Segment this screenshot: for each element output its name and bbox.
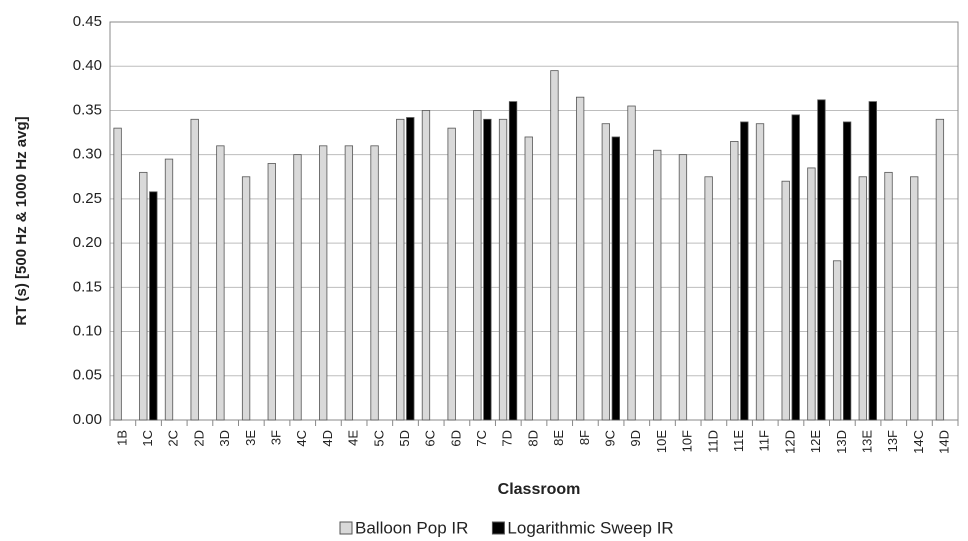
plot-border — [109, 21, 959, 421]
bar — [293, 154, 302, 421]
bar — [611, 136, 620, 421]
x-tick-label: 3D — [217, 430, 232, 447]
bar — [447, 127, 456, 421]
x-tick-label: 11E — [731, 430, 746, 452]
legend-swatch — [491, 521, 505, 535]
x-tick-label: 3F — [268, 430, 283, 445]
x-tick-label: 6C — [423, 430, 438, 447]
y-tick-label: 0.00 — [73, 411, 102, 428]
legend-label: Logarithmic Sweep IR — [507, 518, 673, 537]
x-tick-label: 2D — [191, 430, 206, 447]
legend-swatch — [339, 521, 353, 535]
bar — [139, 171, 148, 421]
x-tick-label: 1B — [114, 430, 129, 446]
x-tick-label: 9D — [628, 430, 643, 447]
bar — [910, 176, 919, 421]
bar — [550, 70, 559, 421]
y-axis-title: RT (s) [500 Hz & 1000 Hz avg] — [13, 116, 30, 325]
bar — [704, 176, 713, 421]
bar — [791, 114, 800, 421]
bar — [781, 180, 790, 421]
bar — [678, 154, 688, 421]
x-tick-label: 4D — [320, 430, 335, 447]
x-tick-label: 11F — [757, 430, 772, 451]
bar — [190, 118, 199, 421]
y-tick-label: 0.25 — [73, 190, 102, 207]
bar — [473, 110, 482, 421]
bar — [575, 96, 585, 421]
bar — [817, 99, 826, 421]
bar — [508, 101, 518, 421]
x-tick-label: 7C — [474, 430, 489, 447]
bar — [524, 136, 533, 421]
x-tick-label: 4C — [294, 430, 309, 447]
x-tick-label: 5C — [371, 430, 386, 447]
bar — [935, 118, 945, 421]
bar — [421, 110, 431, 421]
x-tick-label: 14C — [911, 430, 926, 454]
bar — [406, 117, 415, 421]
x-tick-label: 6D — [448, 430, 463, 447]
x-tick-label: 5D — [397, 430, 412, 447]
bar — [319, 145, 328, 421]
bar — [396, 118, 405, 421]
bar — [740, 121, 749, 421]
y-tick-label: 0.15 — [73, 278, 102, 295]
bar — [868, 101, 877, 421]
bar — [858, 176, 867, 421]
x-tick-label: 9C — [603, 430, 618, 447]
legend-label: Balloon Pop IR — [355, 518, 468, 537]
bar — [832, 260, 842, 421]
bar — [730, 140, 739, 421]
bar — [216, 145, 225, 421]
bar — [267, 163, 276, 421]
x-tick-label: 8F — [577, 430, 592, 445]
bar — [653, 149, 662, 421]
x-tick-label: 14D — [937, 430, 952, 454]
bar — [483, 118, 492, 421]
y-tick-label: 0.20 — [73, 234, 102, 251]
x-tick-label: 8E — [551, 430, 566, 446]
bar — [601, 123, 610, 421]
x-tick-label: 2C — [166, 430, 181, 447]
bar — [807, 167, 816, 421]
bar — [498, 118, 508, 421]
x-tick-label: 13F — [885, 430, 900, 452]
x-tick-label: 12E — [808, 430, 823, 453]
y-tick-label: 0.35 — [73, 101, 102, 118]
bar — [164, 158, 174, 421]
x-tick-label: 3E — [243, 430, 258, 446]
x-tick-label: 12D — [782, 430, 797, 454]
bar — [627, 105, 636, 421]
y-tick-label: 0.05 — [73, 367, 102, 384]
bar — [842, 121, 852, 421]
x-tick-label: 13D — [834, 430, 849, 454]
bar — [241, 176, 251, 421]
x-tick-label: 11D — [705, 430, 720, 453]
y-tick-label: 0.40 — [73, 57, 102, 74]
bar — [884, 171, 893, 421]
y-tick-label: 0.10 — [73, 323, 102, 340]
x-tick-label: 8D — [525, 430, 540, 447]
x-axis-title: Classroom — [498, 481, 581, 498]
x-tick-label: 1C — [140, 430, 155, 447]
bar — [113, 127, 122, 421]
bar — [370, 145, 379, 421]
x-tick-label: 10F — [680, 430, 695, 452]
bar — [755, 123, 765, 421]
x-tick-label: 7D — [500, 430, 515, 447]
x-tick-label: 13E — [859, 430, 874, 453]
y-tick-label: 0.45 — [73, 13, 102, 30]
y-tick-label: 0.30 — [73, 146, 102, 163]
bar — [149, 191, 158, 421]
x-tick-label: 4E — [346, 430, 361, 446]
x-tick-label: 10E — [654, 430, 669, 453]
bar — [344, 145, 354, 421]
